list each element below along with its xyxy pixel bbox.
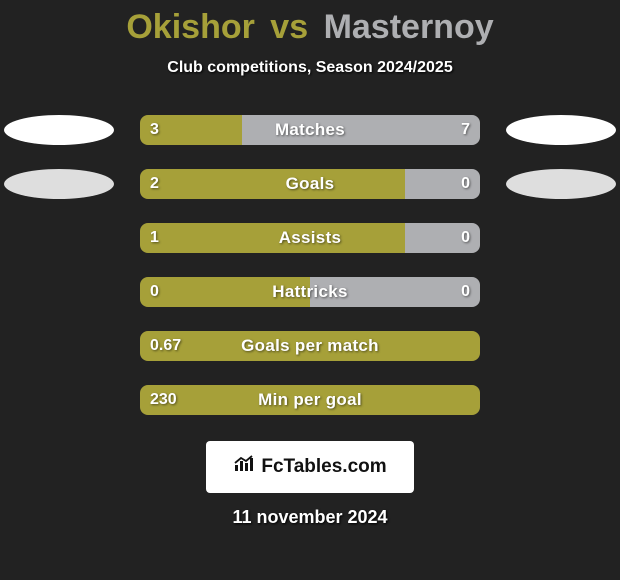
player2-name: Masternoy bbox=[324, 8, 494, 46]
stat-value-right: 0 bbox=[461, 229, 470, 247]
bar-track: Goals per match0.67 bbox=[140, 331, 480, 361]
stat-bar: Assists1 0 bbox=[140, 223, 480, 253]
player1-name: Okishor bbox=[126, 8, 254, 46]
bar-track: Min per goal230 bbox=[140, 385, 480, 415]
chart-title: Okishor vs Masternoy bbox=[0, 8, 620, 47]
stat-row: Hattricks0 0 bbox=[0, 265, 620, 319]
stat-rows: Matches37Goals20Assists10Hattricks00Goal… bbox=[0, 103, 620, 427]
stat-row: Min per goal230 bbox=[0, 373, 620, 427]
stat-bar: Matches3 7 bbox=[140, 115, 480, 145]
logo-text: FcTables.com bbox=[233, 455, 386, 479]
stat-value-left: 0 bbox=[150, 283, 159, 301]
stat-label: Goals per match bbox=[140, 336, 480, 356]
comparison-chart: Okishor vs Masternoy Club competitions, … bbox=[0, 0, 620, 528]
stat-label: Assists bbox=[140, 228, 480, 248]
stat-bar: Goals per match0.67 bbox=[140, 331, 480, 361]
stat-value-left: 2 bbox=[150, 175, 159, 193]
bar-track: Assists1 0 bbox=[140, 223, 480, 253]
chart-subtitle: Club competitions, Season 2024/2025 bbox=[0, 59, 620, 77]
stat-row: Matches3 7 bbox=[0, 103, 620, 157]
bar-track: Matches3 7 bbox=[140, 115, 480, 145]
stat-value-left: 3 bbox=[150, 121, 159, 139]
stat-row: Goals2 0 bbox=[0, 157, 620, 211]
stat-value-left: 0.67 bbox=[150, 337, 181, 355]
vs-label: vs bbox=[270, 8, 308, 46]
stat-value-right: 7 bbox=[461, 121, 470, 139]
stat-label: Matches bbox=[140, 120, 480, 140]
stat-bar: Min per goal230 bbox=[140, 385, 480, 415]
stat-row: Assists1 0 bbox=[0, 211, 620, 265]
stat-bar: Goals2 0 bbox=[140, 169, 480, 199]
chart-icon bbox=[233, 455, 255, 479]
stat-row: Goals per match0.67 bbox=[0, 319, 620, 373]
chart-date: 11 november 2024 bbox=[0, 507, 620, 528]
player2-badge bbox=[506, 115, 616, 145]
stat-label: Goals bbox=[140, 174, 480, 194]
player1-badge bbox=[4, 115, 114, 145]
stat-label: Hattricks bbox=[140, 282, 480, 302]
player2-badge bbox=[506, 169, 616, 199]
stat-value-right: 0 bbox=[461, 283, 470, 301]
stat-value-left: 230 bbox=[150, 391, 177, 409]
stat-value-right: 0 bbox=[461, 175, 470, 193]
bar-track: Goals2 0 bbox=[140, 169, 480, 199]
player1-badge bbox=[4, 169, 114, 199]
fctables-logo: FcTables.com bbox=[206, 441, 414, 493]
bar-track: Hattricks0 0 bbox=[140, 277, 480, 307]
logo-label: FcTables.com bbox=[261, 456, 386, 478]
stat-bar: Hattricks0 0 bbox=[140, 277, 480, 307]
stat-value-left: 1 bbox=[150, 229, 159, 247]
stat-label: Min per goal bbox=[140, 390, 480, 410]
